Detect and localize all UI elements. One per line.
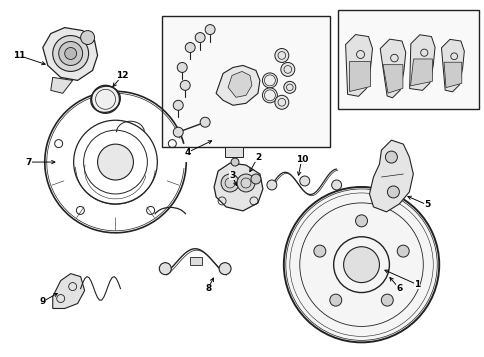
Polygon shape	[409, 35, 434, 90]
Polygon shape	[345, 35, 372, 96]
Circle shape	[331, 180, 341, 190]
Polygon shape	[51, 77, 73, 93]
Polygon shape	[213, 163, 262, 211]
Polygon shape	[369, 140, 412, 212]
Text: 12: 12	[116, 71, 128, 80]
Circle shape	[173, 127, 183, 137]
Polygon shape	[216, 65, 259, 105]
Circle shape	[274, 49, 288, 62]
Polygon shape	[409, 59, 431, 86]
Circle shape	[64, 47, 76, 60]
Circle shape	[185, 42, 195, 52]
Circle shape	[237, 174, 255, 192]
Bar	[225, 147, 242, 157]
Circle shape	[396, 245, 408, 257]
Polygon shape	[43, 27, 97, 80]
Text: 5: 5	[424, 200, 429, 210]
Text: 2: 2	[254, 152, 260, 162]
Circle shape	[80, 31, 94, 45]
Circle shape	[262, 73, 277, 88]
Text: 1: 1	[413, 280, 420, 289]
Circle shape	[195, 32, 205, 42]
Text: 9: 9	[40, 297, 46, 306]
Bar	[337, 10, 478, 109]
Text: 10: 10	[295, 155, 307, 164]
Text: 8: 8	[205, 284, 211, 293]
Circle shape	[230, 158, 239, 166]
Circle shape	[274, 95, 288, 109]
Circle shape	[221, 174, 239, 192]
Polygon shape	[382, 65, 402, 93]
Polygon shape	[227, 71, 252, 97]
Circle shape	[59, 41, 82, 65]
Polygon shape	[53, 273, 84, 308]
Circle shape	[205, 25, 215, 35]
Text: 3: 3	[228, 171, 235, 180]
Circle shape	[283, 81, 295, 93]
Circle shape	[283, 187, 439, 342]
Bar	[162, 16, 329, 147]
Circle shape	[159, 263, 171, 275]
Text: 11: 11	[13, 51, 25, 60]
Circle shape	[219, 263, 230, 275]
Circle shape	[53, 36, 89, 71]
Polygon shape	[348, 61, 369, 91]
Circle shape	[355, 215, 367, 227]
Polygon shape	[379, 39, 405, 98]
Circle shape	[97, 144, 133, 180]
Circle shape	[173, 100, 183, 110]
Circle shape	[91, 85, 119, 113]
Circle shape	[387, 186, 398, 198]
Circle shape	[262, 88, 277, 103]
Circle shape	[180, 80, 190, 90]
Text: 6: 6	[395, 284, 402, 293]
Circle shape	[266, 180, 276, 190]
Circle shape	[385, 151, 396, 163]
Circle shape	[299, 176, 309, 186]
Text: 4: 4	[184, 147, 191, 157]
Circle shape	[313, 245, 325, 257]
Circle shape	[280, 62, 294, 76]
Text: 7: 7	[26, 157, 32, 167]
Circle shape	[380, 294, 393, 306]
Circle shape	[329, 294, 341, 306]
Circle shape	[250, 174, 260, 184]
Bar	[190, 257, 202, 265]
Circle shape	[343, 247, 378, 283]
Circle shape	[177, 62, 187, 72]
Polygon shape	[440, 39, 463, 92]
Polygon shape	[443, 62, 461, 87]
Circle shape	[200, 117, 210, 127]
